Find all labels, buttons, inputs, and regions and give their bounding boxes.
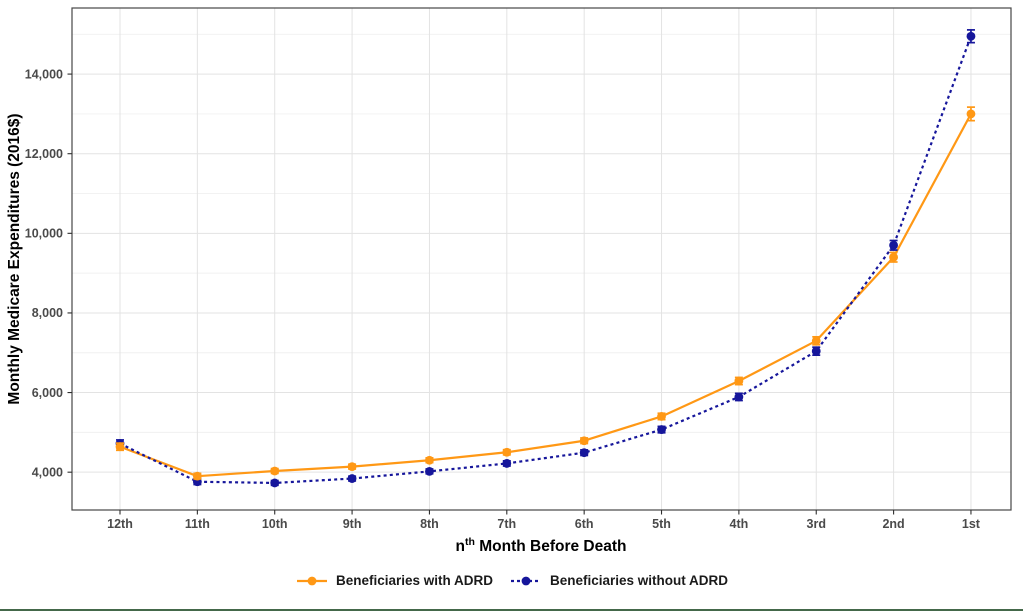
svg-text:7th: 7th — [497, 517, 516, 531]
x-axis-title: nth Month Before Death — [455, 535, 627, 556]
x-axis-title-base: n — [455, 538, 465, 555]
svg-text:14,000: 14,000 — [25, 67, 63, 81]
y-axis-title: Monthly Medicare Expenditures (2016$) — [6, 113, 23, 405]
x-axis-title-superscript: th — [464, 535, 475, 548]
legend-line-dot-icon-navy — [511, 576, 541, 585]
page-bottom-border — [0, 609, 1023, 611]
svg-text:12,000: 12,000 — [25, 147, 63, 161]
svg-text:5th: 5th — [652, 517, 671, 531]
svg-text:8,000: 8,000 — [32, 306, 63, 320]
chart-legend: Beneficiaries with ADRD Beneficiaries wi… — [0, 573, 1023, 588]
legend-label-without-adrd: Beneficiaries without ADRD — [550, 573, 729, 588]
svg-text:2nd: 2nd — [882, 517, 904, 531]
svg-text:6,000: 6,000 — [32, 386, 63, 400]
legend-item-without-adrd: Beneficiaries without ADRD — [509, 573, 728, 588]
svg-text:6th: 6th — [575, 517, 594, 531]
svg-text:1st: 1st — [962, 517, 981, 531]
svg-text:4,000: 4,000 — [32, 465, 63, 479]
svg-text:9th: 9th — [343, 517, 362, 531]
legend-item-with-adrd: Beneficiaries with ADRD — [295, 573, 493, 588]
svg-text:10,000: 10,000 — [25, 227, 63, 241]
svg-text:8th: 8th — [420, 517, 439, 531]
legend-line-dot-icon-orange — [296, 576, 327, 585]
svg-text:4th: 4th — [730, 517, 749, 531]
x-axis-title-rest: Month Before Death — [474, 538, 627, 555]
svg-text:10th: 10th — [262, 517, 288, 531]
svg-text:12th: 12th — [107, 517, 133, 531]
svg-text:11th: 11th — [185, 517, 210, 531]
legend-label-with-adrd: Beneficiaries with ADRD — [335, 573, 493, 588]
svg-text:3rd: 3rd — [807, 517, 826, 531]
